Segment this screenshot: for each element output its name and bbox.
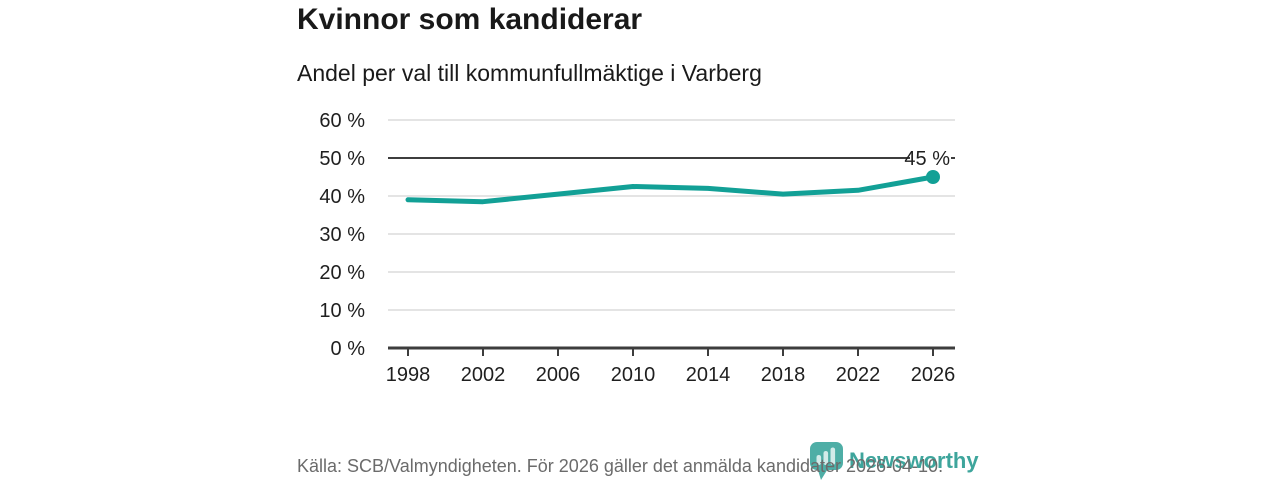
y-tick-label: 10 %	[319, 300, 365, 322]
source-note: Källa: SCB/Valmyndigheten. För 2026 gäll…	[297, 456, 944, 476]
x-tick-label: 1998	[386, 364, 431, 386]
data-series	[405, 170, 940, 205]
x-axis: 1998 2002 2006 2010 2014 2018 2022 2026	[386, 346, 956, 386]
y-tick-label: 30 %	[319, 224, 365, 246]
last-point-marker	[926, 170, 940, 184]
end-label-bg	[910, 146, 951, 170]
y-tick-label: 20 %	[319, 262, 365, 284]
x-tick-label: 2022	[836, 364, 881, 386]
x-tick-label: 2006	[536, 364, 581, 386]
y-axis-labels: 0 % 10 % 20 % 30 % 40 % 50 % 60 %	[319, 110, 365, 360]
x-tick-label: 2010	[611, 364, 656, 386]
y-tick-label: 60 %	[319, 110, 365, 132]
chart-title: Kvinnor som kandiderar	[297, 3, 643, 36]
end-label-group: 45 %	[904, 146, 951, 170]
gridlines	[388, 119, 955, 311]
end-label-text: 45 %	[904, 148, 950, 170]
x-tick-label: 2002	[461, 364, 506, 386]
y-tick-label: 0 %	[331, 338, 366, 360]
x-tick-label: 2014	[686, 364, 731, 386]
chart-subtitle: Andel per val till kommunfullmäktige i V…	[297, 60, 762, 86]
y-tick-label: 50 %	[319, 148, 365, 170]
x-tick-label: 2026	[911, 364, 956, 386]
brand-logo: Newsworthy	[809, 441, 979, 480]
data-line	[405, 174, 936, 205]
y-tick-label: 40 %	[319, 186, 365, 208]
x-tick-label: 2018	[761, 364, 806, 386]
brand-name: Newsworthy	[849, 448, 979, 473]
newsworthy-icon	[810, 442, 843, 480]
